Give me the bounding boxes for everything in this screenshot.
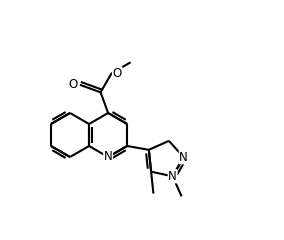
Text: O: O [69,78,78,91]
Text: N: N [179,151,188,164]
Text: O: O [112,67,122,80]
Text: N: N [168,170,177,183]
Text: N: N [104,150,112,163]
